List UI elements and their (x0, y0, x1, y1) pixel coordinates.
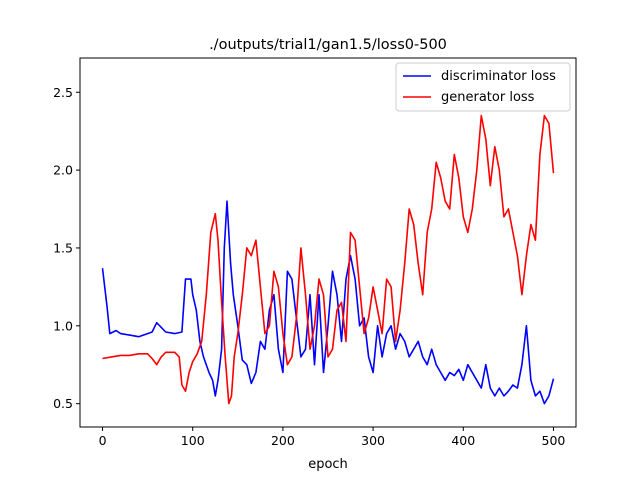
x-tick-label: 500 (542, 433, 566, 448)
series-line-generator (102, 114, 555, 405)
legend-label-generator: generator loss (441, 90, 535, 105)
plot-area (101, 114, 555, 405)
legend-box (395, 62, 571, 112)
x-tick-label: 100 (181, 433, 205, 448)
y-axis: 0.5 1.0 1.5 2.0 2.5 (53, 85, 80, 411)
y-tick-label: 2.5 (53, 85, 73, 100)
x-axis: 0 100 200 300 400 500 (99, 427, 566, 448)
y-tick-label: 1.5 (53, 240, 73, 255)
x-tick-label: 300 (361, 433, 385, 448)
y-tick-label: 1.0 (53, 318, 73, 333)
x-tick-label: 400 (451, 433, 475, 448)
legend: discriminator loss generator loss (395, 62, 571, 112)
legend-label-discriminator: discriminator loss (441, 69, 556, 84)
chart-title: ./outputs/trial1/gan1.5/loss0-500 (209, 37, 447, 53)
x-axis-label: epoch (308, 457, 348, 472)
series-line-discriminator (101, 200, 555, 405)
plot-frame (79, 57, 577, 428)
y-tick-label: 2.0 (53, 163, 73, 178)
x-tick-label: 0 (99, 433, 107, 448)
x-tick-label: 200 (271, 433, 295, 448)
y-tick-label: 0.5 (53, 396, 73, 411)
